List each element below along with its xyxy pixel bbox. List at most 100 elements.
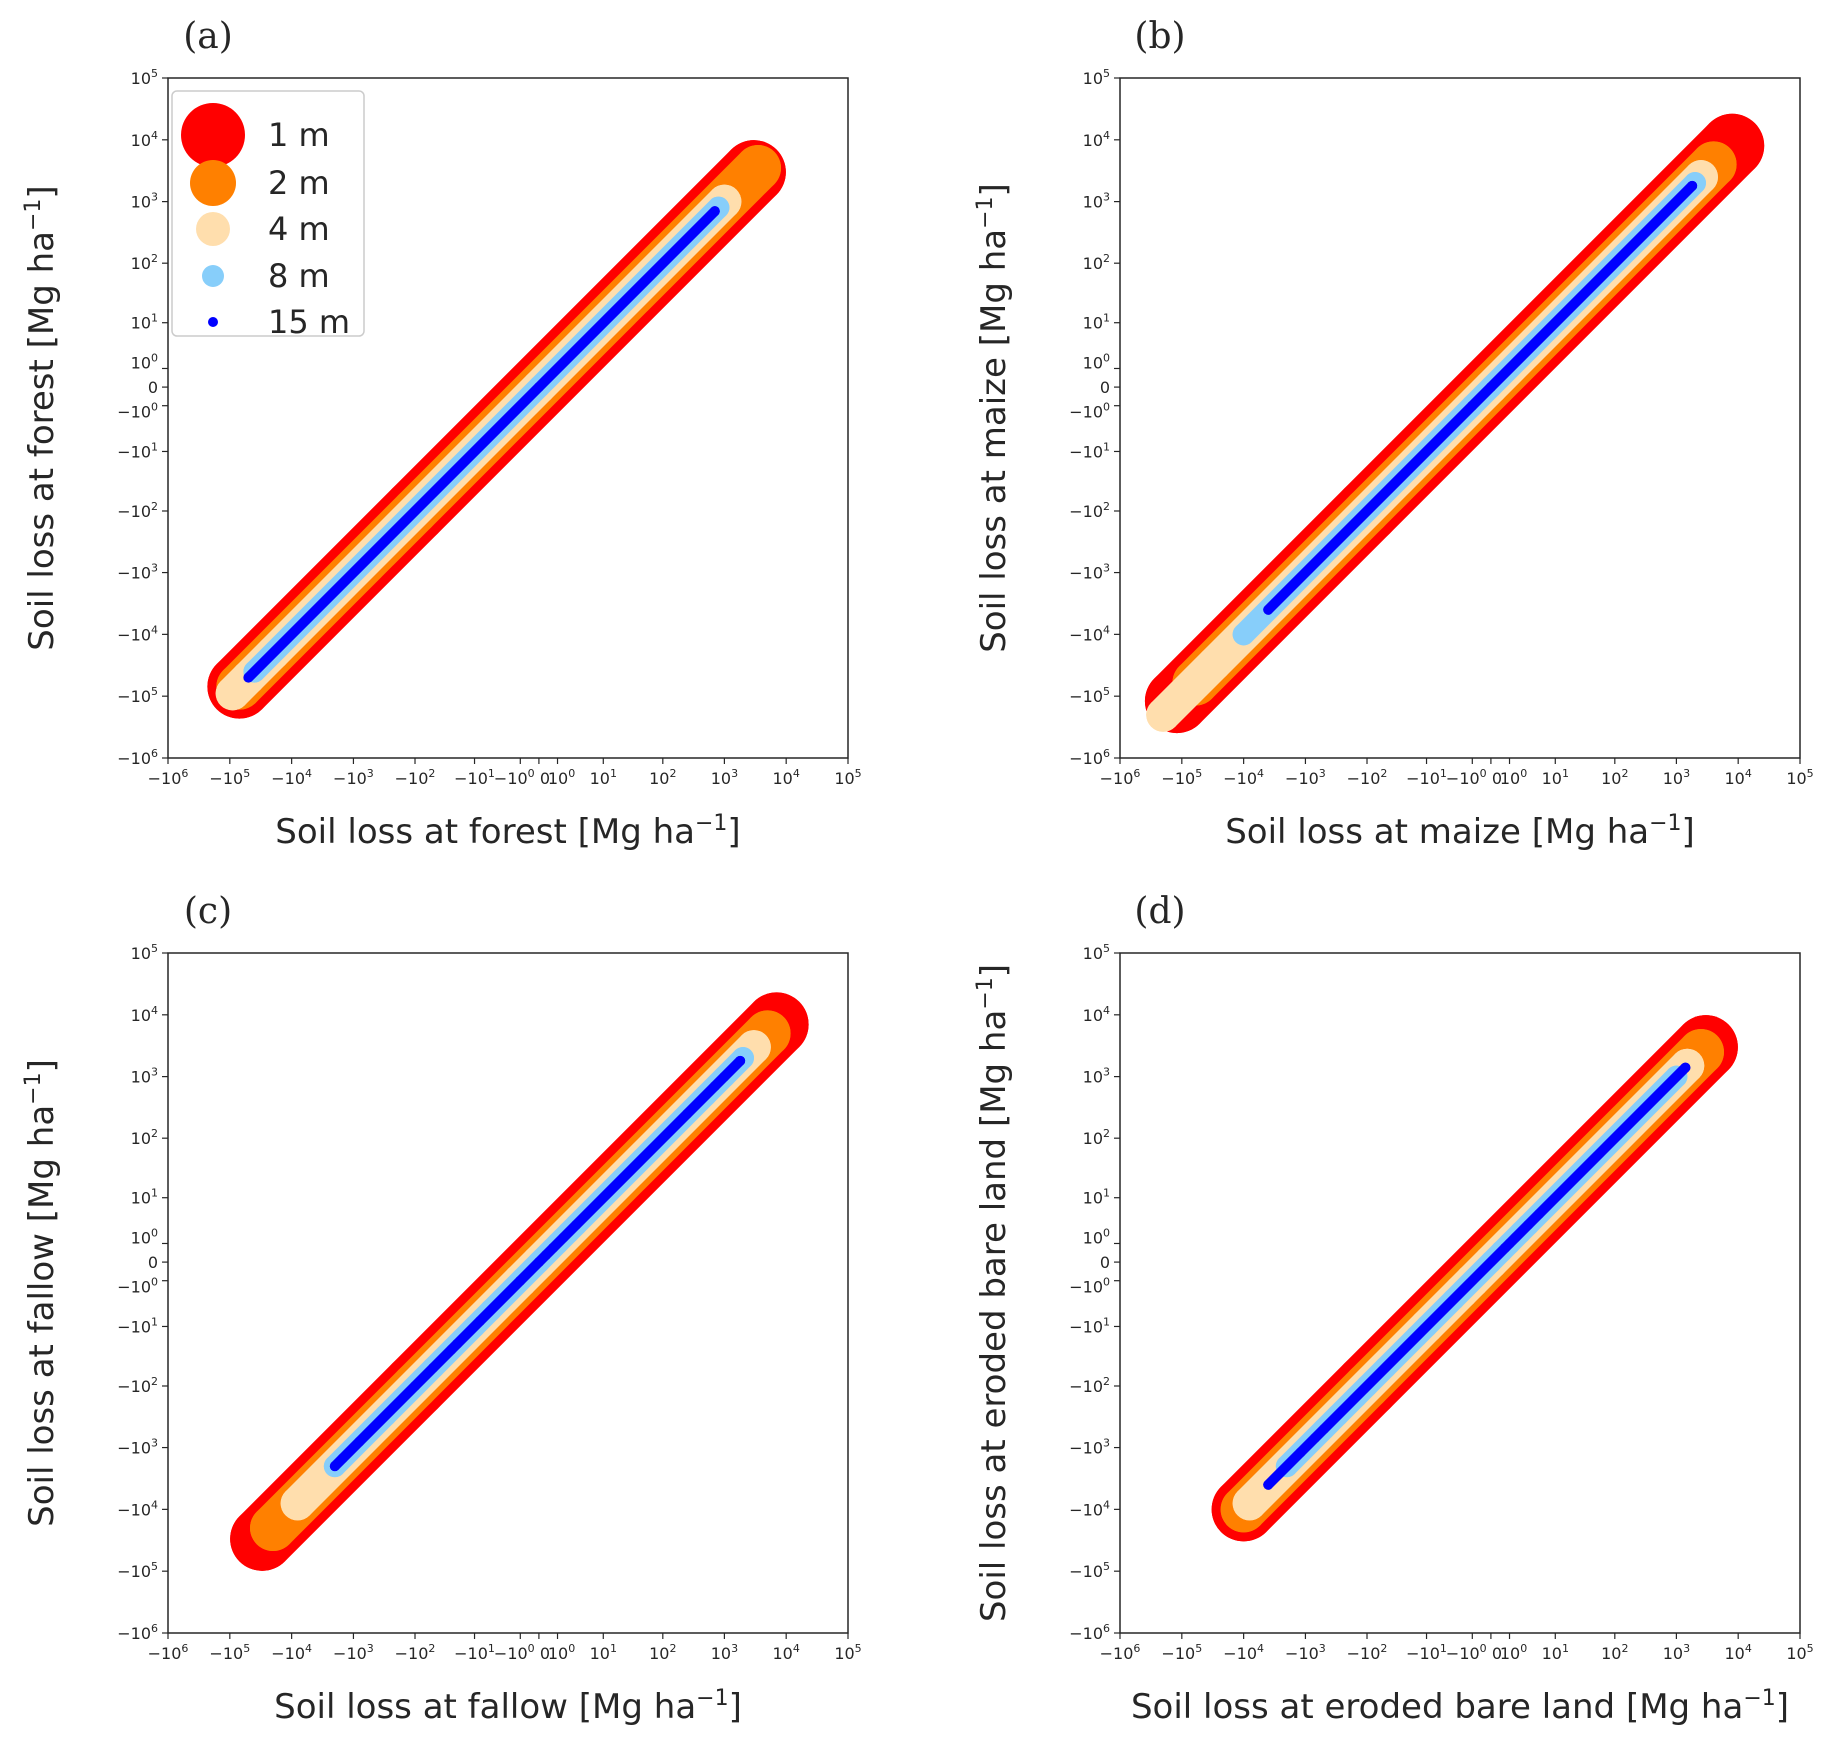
y-tick-label-exponent: 6 <box>1103 1622 1110 1635</box>
x-tick-label-exponent: 3 <box>367 1642 374 1655</box>
data-point <box>1263 604 1274 615</box>
y-tick-label-exponent: 4 <box>151 1498 158 1511</box>
x-tick-label-exponent: 0 <box>1520 1642 1527 1655</box>
y-tick-label-base: 0 <box>148 378 158 397</box>
x-tick-label-exponent: 3 <box>1683 767 1690 780</box>
data-point <box>1534 1208 1545 1219</box>
y-tick-label: −105 <box>117 1560 158 1581</box>
data-point <box>243 672 254 683</box>
x-tick-label: −106 <box>1100 767 1141 788</box>
x-tick-label-exponent: 1 <box>1440 767 1447 780</box>
y-tick-label-exponent: 3 <box>151 1437 158 1450</box>
x-tick-label-base: 10 <box>1601 1644 1621 1663</box>
x-tick-label-exponent: 5 <box>1195 767 1202 780</box>
y-tick-label-exponent: 3 <box>1103 1066 1110 1079</box>
y-tick-label-base: 10 <box>1083 254 1103 273</box>
x-tick-label: −102 <box>395 767 436 788</box>
x-tick-label-exponent: 5 <box>243 767 250 780</box>
x-tick-label-exponent: 1 <box>488 1642 495 1655</box>
x-tick-label-exponent: 5 <box>1807 1642 1814 1655</box>
x-tick-label-base: −10 <box>1223 1644 1257 1663</box>
x-tick-label: 105 <box>834 1642 861 1663</box>
x-tick-label-exponent: 3 <box>731 767 738 780</box>
y-tick-label-base: 10 <box>1083 1068 1103 1087</box>
x-axis-label-close: ] <box>1776 1687 1789 1727</box>
x-tick-label-base: 10 <box>1725 1644 1745 1663</box>
series-15m <box>329 1055 746 1472</box>
y-tick-label-base: 10 <box>1083 69 1103 88</box>
data-point <box>337 1453 348 1464</box>
y-tick-label-exponent: 1 <box>1103 312 1110 325</box>
y-tick-label: 0 <box>1100 378 1110 397</box>
x-tick-label-base: −10 <box>333 769 367 788</box>
y-tick-label: 103 <box>131 191 158 212</box>
x-tick-label-base: 10 <box>548 1644 568 1663</box>
x-tick-label: 105 <box>1786 767 1813 788</box>
y-axis-label-close: ] <box>22 1059 62 1072</box>
x-tick-label-exponent: 6 <box>1133 767 1140 780</box>
x-tick-label-exponent: 5 <box>243 1642 250 1655</box>
y-axis-label-text: Soil loss at maize [Mg ha <box>974 229 1014 653</box>
x-tick-label-base: 10 <box>649 1644 669 1663</box>
x-tick-label: −100 <box>1446 767 1487 788</box>
x-tick-label-exponent: 5 <box>855 1642 862 1655</box>
y-axis-label-close: ] <box>974 964 1014 977</box>
y-tick-label: 105 <box>131 942 158 963</box>
x-tick-label: 104 <box>773 1642 800 1663</box>
panel-label: (a) <box>183 16 233 57</box>
y-tick-label-exponent: 5 <box>151 1560 158 1573</box>
y-tick-label: −102 <box>1069 500 1110 521</box>
data-point <box>250 1504 297 1551</box>
x-tick-label: 103 <box>711 1642 738 1663</box>
x-tick-label-exponent: 0 <box>1480 1642 1487 1655</box>
y-tick-label-exponent: 4 <box>1103 129 1110 142</box>
x-tick-label-base: 0 <box>1492 769 1502 788</box>
x-tick-label-base: 0 <box>540 769 550 788</box>
y-tick-label: −106 <box>1069 1622 1110 1643</box>
y-axis-label-exponent: −1 <box>21 1072 46 1104</box>
x-tick-label: −105 <box>1161 1642 1202 1663</box>
x-tick-label-base: 10 <box>1663 769 1683 788</box>
data-point <box>735 1055 746 1066</box>
x-tick-label: 101 <box>1542 767 1569 788</box>
legend-entry-label: 1 m <box>268 116 330 154</box>
x-tick-label-base: −10 <box>148 769 182 788</box>
x-tick-label-exponent: 4 <box>305 767 312 780</box>
y-tick-label: −104 <box>1069 623 1110 644</box>
x-tick-label-base: −10 <box>1347 769 1381 788</box>
x-tick-label-base: −10 <box>1406 1644 1440 1663</box>
x-axis-label-close: ] <box>727 812 740 852</box>
y-tick-label: −105 <box>1069 1560 1110 1581</box>
y-tick-label-exponent: 0 <box>1103 1226 1110 1239</box>
data-point <box>1510 1232 1521 1243</box>
y-tick-label-base: 10 <box>1083 314 1103 333</box>
x-tick-label-exponent: 3 <box>731 1642 738 1655</box>
y-tick-label: −106 <box>117 1622 158 1643</box>
y-tick-label-base: 10 <box>1083 944 1103 963</box>
y-tick-label-base: −10 <box>1069 403 1103 422</box>
y-tick-label-base: 10 <box>131 1006 151 1025</box>
y-tick-label-base: 10 <box>1083 193 1103 212</box>
y-tick-label: −104 <box>1069 1498 1110 1519</box>
axes-frame <box>1119 77 1801 759</box>
y-tick-label-base: 10 <box>131 944 151 963</box>
x-tick-label-base: −10 <box>1161 1644 1195 1663</box>
x-tick-label-exponent: 4 <box>793 767 800 780</box>
y-tick-label: 101 <box>1083 312 1110 333</box>
y-tick-label-base: −10 <box>117 625 151 644</box>
y-tick-label-base: −10 <box>117 1317 151 1336</box>
legend-entry-label: 4 m <box>268 210 330 248</box>
y-tick-label-base: −10 <box>117 502 151 521</box>
x-tick-label-base: −10 <box>271 1644 305 1663</box>
y-tick-label-exponent: 5 <box>151 685 158 698</box>
y-axis-label: Soil loss at fallow [Mg ha−1] <box>21 1059 62 1527</box>
y-tick-label-base: −10 <box>1069 1377 1103 1396</box>
y-tick-label-exponent: 5 <box>1103 942 1110 955</box>
y-axis-label-exponent: −1 <box>21 199 46 231</box>
y-tick-label-base: 0 <box>148 1253 158 1272</box>
y-tick-label-exponent: 6 <box>151 1622 158 1635</box>
y-axis-label-text: Soil loss at eroded bare land [Mg ha <box>974 1010 1014 1622</box>
panel-label: (c) <box>184 891 232 932</box>
